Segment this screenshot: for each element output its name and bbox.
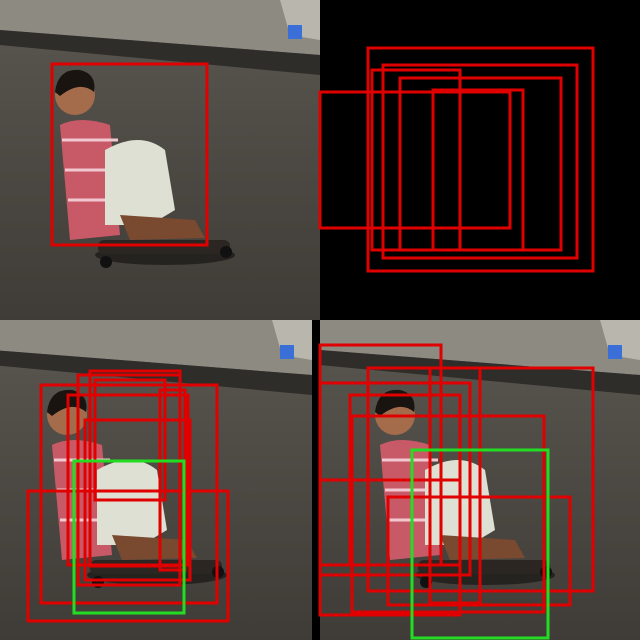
- bounding-box: [26, 489, 230, 623]
- bounding-box: [370, 68, 462, 252]
- panel-bottom-left: [0, 320, 314, 640]
- bounding-box: [350, 414, 546, 614]
- bounding-box: [381, 63, 579, 260]
- bounding-box: [39, 383, 219, 605]
- ground-truth-bottom-right: [410, 448, 550, 640]
- bounding-box: [431, 88, 525, 252]
- bounding-box: [66, 393, 190, 567]
- bounding-box: [93, 378, 167, 502]
- bounding-box: [398, 76, 563, 252]
- boxes-top-right: [318, 46, 595, 273]
- bounding-box: [366, 46, 595, 273]
- bounding-box: [318, 478, 462, 617]
- ground-truth-bottom-left: [72, 459, 186, 615]
- bounding-box: [318, 90, 512, 230]
- bounding-box: [428, 366, 482, 605]
- panel-top-left: [0, 0, 320, 320]
- bounding-box: [50, 62, 209, 247]
- ground-truth-box: [410, 448, 550, 640]
- boxes-top-left: [50, 62, 209, 247]
- bounding-box: [83, 418, 192, 582]
- boxes-bottom-right: [318, 343, 595, 617]
- ground-truth-box: [72, 459, 186, 615]
